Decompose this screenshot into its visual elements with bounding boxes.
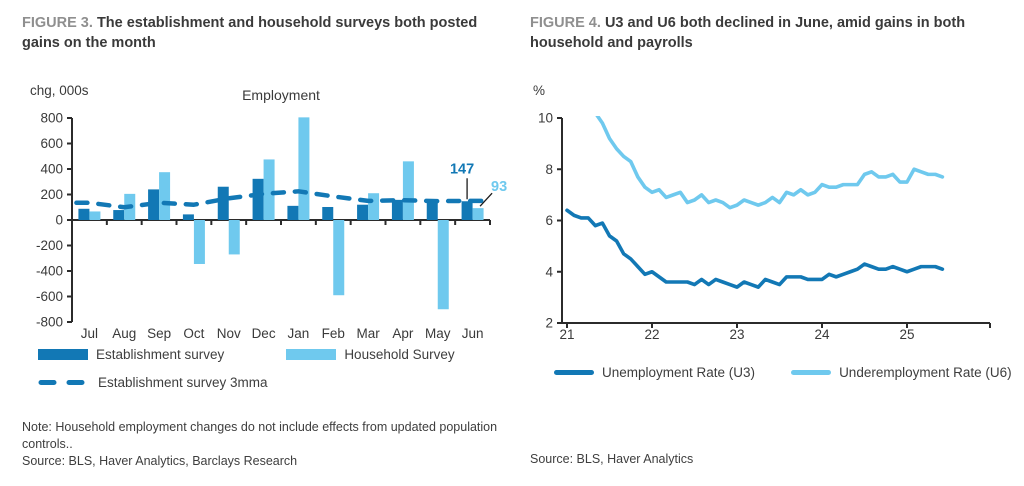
figure4-label: FIGURE 4. (530, 15, 601, 31)
figure3-y-axis-unit: chg, 000s (30, 83, 89, 98)
svg-text:0: 0 (55, 213, 63, 228)
figure3-note: Note: Household employment changes do no… (22, 420, 498, 451)
figure4-legend: Unemployment Rate (U3) Underemployment R… (530, 365, 1016, 380)
figure3-legend-row2: Establishment survey 3mma (38, 375, 504, 390)
svg-text:Dec: Dec (252, 326, 276, 341)
svg-text:25: 25 (899, 327, 914, 342)
svg-text:200: 200 (40, 187, 63, 202)
household-survey-label: Household Survey (344, 347, 455, 362)
figure3-legend-row1: Establishment survey Household Survey (38, 347, 504, 362)
svg-text:2: 2 (545, 316, 553, 331)
svg-text:4: 4 (545, 264, 553, 279)
svg-text:Apr: Apr (392, 326, 414, 341)
svg-text:Sep: Sep (147, 326, 171, 341)
svg-text:Feb: Feb (322, 326, 345, 341)
figure3-footnotes: Note: Household employment changes do no… (22, 419, 500, 470)
svg-text:24: 24 (814, 327, 830, 342)
figure3-legend: Establishment survey Household Survey Es… (38, 347, 504, 390)
svg-text:-800: -800 (36, 315, 63, 330)
svg-text:400: 400 (40, 162, 63, 177)
svg-text:-600: -600 (36, 289, 63, 304)
u3-line-swatch (554, 370, 594, 375)
figure4-source: Source: BLS, Haver Analytics (530, 452, 694, 466)
figure4-title-text: U3 and U6 both declined in June, amid ga… (530, 15, 966, 52)
svg-text:Jun: Jun (462, 326, 484, 341)
legend-item-establishment-3mma: Establishment survey 3mma (38, 375, 268, 390)
figure3-chart-title: Employment (242, 87, 320, 103)
figure4-y-axis-unit: % (533, 83, 546, 98)
svg-text:93: 93 (491, 179, 507, 195)
household-survey-swatch (286, 349, 337, 360)
employment-bar-chart: 800 600 400 200 0 -200 -400 -600 -800 Jul Aug Sep Oc… (36, 111, 507, 342)
figure3-title: FIGURE 3. The establishment and househol… (22, 13, 490, 54)
svg-text:May: May (425, 326, 451, 341)
u6-line-swatch (791, 370, 832, 375)
svg-text:Nov: Nov (217, 326, 241, 341)
u6-label: Underemployment Rate (U6) (839, 365, 1012, 380)
svg-text:Mar: Mar (356, 326, 380, 341)
legend-item-household-survey: Household Survey (286, 347, 455, 362)
figure3-title-text: The establishment and household surveys … (22, 15, 478, 52)
establishment-survey-swatch (38, 349, 88, 360)
svg-text:Jan: Jan (288, 326, 310, 341)
legend-item-u6: Underemployment Rate (U6) (791, 365, 1012, 380)
figure4-title: FIGURE 4. U3 and U6 both declined in Jun… (530, 13, 986, 54)
svg-text:8: 8 (545, 162, 553, 177)
establishment-survey-label: Establishment survey (96, 347, 225, 362)
establishment-3mma-label: Establishment survey 3mma (98, 375, 268, 390)
svg-text:Aug: Aug (112, 326, 136, 341)
svg-text:147: 147 (450, 161, 474, 177)
figure3-label: FIGURE 3. (22, 15, 93, 31)
svg-text:23: 23 (729, 327, 744, 342)
u3-label: Unemployment Rate (U3) (602, 365, 756, 380)
legend-item-u3: Unemployment Rate (U3) (554, 365, 755, 380)
legend-item-establishment-survey: Establishment survey (38, 347, 224, 362)
svg-text:6: 6 (545, 213, 553, 228)
svg-text:-200: -200 (36, 238, 63, 253)
svg-text:800: 800 (40, 111, 63, 126)
svg-text:Oct: Oct (183, 326, 204, 341)
svg-text:Jul: Jul (81, 326, 98, 341)
svg-text:22: 22 (644, 327, 659, 342)
svg-text:21: 21 (559, 327, 574, 342)
svg-text:600: 600 (40, 136, 63, 151)
svg-text:-400: -400 (36, 264, 63, 279)
dashed-line-swatch (38, 380, 90, 385)
svg-text:10: 10 (538, 111, 553, 126)
figure3-source: Source: BLS, Haver Analytics, Barclays R… (22, 454, 298, 468)
